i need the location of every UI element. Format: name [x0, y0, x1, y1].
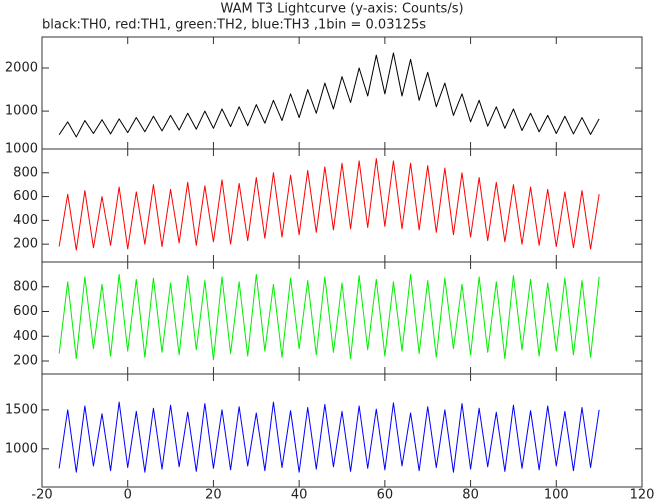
y-tick-label: 400: [13, 213, 38, 228]
x-tick-label: 20: [205, 488, 222, 503]
y-tick-label: 1000: [5, 104, 38, 119]
x-tick-label: 40: [291, 488, 308, 503]
y-tick-label: 800: [13, 165, 38, 180]
y-tick-label: 600: [13, 304, 38, 319]
chart-title: WAM T3 Lightcurve (y-axis: Counts/s): [220, 2, 463, 17]
x-tick-label: 80: [462, 488, 479, 503]
y-tick-label: 1500: [5, 402, 38, 417]
x-tick-label: 60: [377, 488, 394, 503]
y-tick-label: 1000: [5, 441, 38, 456]
y-tick-label: 400: [13, 329, 38, 344]
y-tick-label: 200: [13, 354, 38, 369]
y-tick-label: 1000: [5, 142, 38, 157]
light-curve: [58, 273, 600, 361]
panel-frame: [41, 373, 643, 488]
y-tick-label: 800: [13, 279, 38, 294]
chart-subtitle: black:TH0, red:TH1, green:TH2, blue:TH3 …: [42, 18, 426, 33]
y-tick-label: 2000: [5, 61, 38, 76]
light-curve: [58, 158, 600, 251]
y-tick-label: 200: [13, 237, 38, 252]
x-tick-label: 120: [630, 488, 655, 503]
y-tick-label: 600: [13, 189, 38, 204]
x-tick-label: 0: [124, 488, 132, 503]
x-tick-label: 100: [544, 488, 569, 503]
light-curve: [58, 401, 600, 473]
light-curve: [58, 52, 600, 138]
panel-frame: [41, 36, 643, 150]
x-tick-label: -20: [31, 488, 52, 503]
